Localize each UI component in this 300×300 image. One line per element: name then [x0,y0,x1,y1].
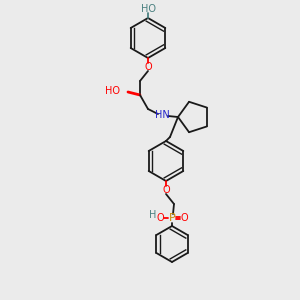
Text: HO: HO [140,4,155,14]
Text: HN: HN [154,110,169,120]
Text: O: O [156,213,164,223]
Text: O: O [162,185,170,195]
Text: O: O [144,62,152,72]
Text: O: O [180,213,188,223]
Text: HO: HO [105,86,120,96]
Text: H: H [149,210,157,220]
Text: P: P [169,213,176,223]
